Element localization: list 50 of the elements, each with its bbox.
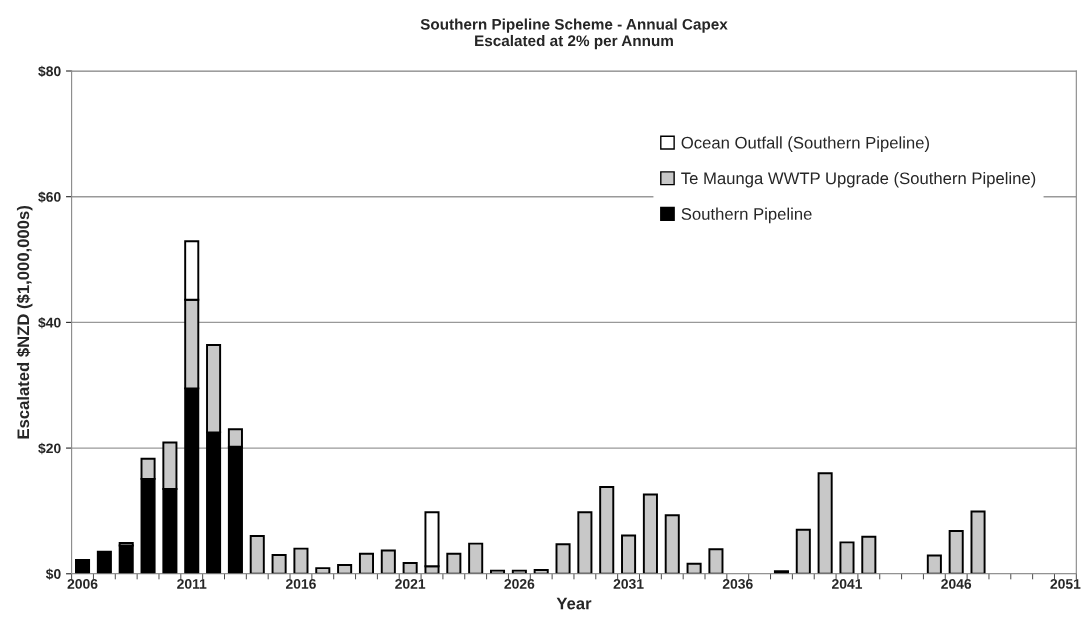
legend-label: Te Maunga WWTP Upgrade (Southern Pipeline) <box>681 172 1036 188</box>
bar <box>642 493 658 574</box>
bar <box>795 528 811 574</box>
bar <box>599 486 615 574</box>
x-tick-label: 2041 <box>832 579 863 589</box>
legend-label: Southern Pipeline <box>681 207 812 224</box>
x-tick-label: 2031 <box>613 579 644 589</box>
y-tick-label: $60 <box>38 191 61 203</box>
bar <box>75 558 91 574</box>
bar <box>861 535 877 574</box>
bar <box>468 542 484 574</box>
bar <box>708 548 724 574</box>
bar <box>664 514 680 574</box>
bar <box>926 554 942 574</box>
y-axis-title: Escalated $NZD ($1,000,000s) <box>16 206 33 439</box>
bar <box>686 562 702 574</box>
bar <box>271 553 287 574</box>
chart-title: Southern Pipeline Scheme - Annual Capex Escalated at 2% per Annum <box>420 18 728 50</box>
x-tick-label: 2046 <box>941 579 972 589</box>
bar <box>358 552 374 574</box>
bar <box>293 547 309 574</box>
bar <box>948 530 964 574</box>
x-tick-label: 2016 <box>285 579 316 589</box>
bar <box>577 511 593 574</box>
bar <box>118 544 134 574</box>
y-tick-label: $0 <box>45 568 61 580</box>
bar <box>839 541 855 574</box>
bar <box>402 562 418 574</box>
x-tick-label: 2006 <box>67 579 98 589</box>
x-tick-label: 2051 <box>1050 579 1081 589</box>
bar <box>817 472 833 574</box>
bar <box>446 552 462 574</box>
bar <box>337 564 353 574</box>
x-tick-label: 2026 <box>504 579 535 589</box>
bar <box>249 535 265 574</box>
bar <box>380 549 396 574</box>
bar <box>970 510 986 574</box>
x-axis-title: Year <box>556 597 592 610</box>
y-tick-label: $40 <box>38 317 61 329</box>
bar <box>555 543 571 574</box>
legend-label: Ocean Outfall (Southern Pipeline) <box>681 136 929 152</box>
x-tick-label: 2036 <box>722 579 753 589</box>
x-tick-label: 2021 <box>395 579 426 589</box>
bar <box>96 550 112 574</box>
bar <box>315 567 331 574</box>
y-tick-label: $20 <box>38 442 61 455</box>
x-tick-label: 2011 <box>177 579 207 589</box>
bar <box>773 570 789 574</box>
bar <box>621 534 637 574</box>
y-tick-label: $80 <box>38 65 61 78</box>
